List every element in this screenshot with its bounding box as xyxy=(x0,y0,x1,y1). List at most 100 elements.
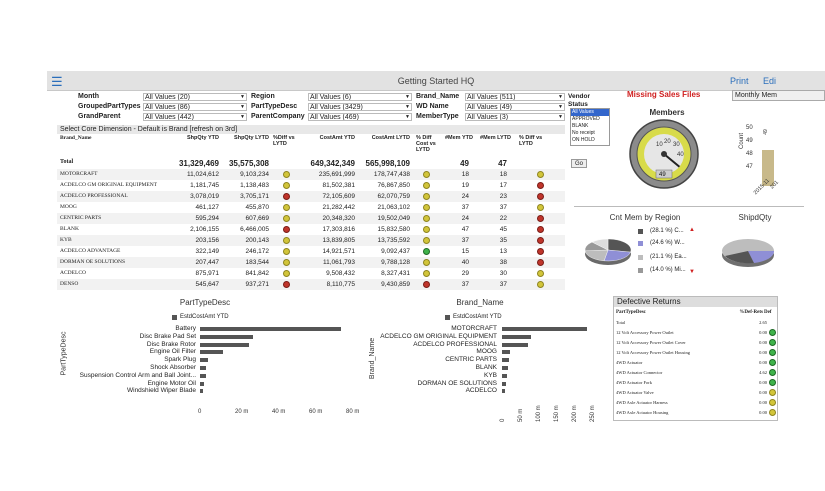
cnt-region-pie[interactable] xyxy=(583,235,633,269)
filter-region-select[interactable]: All Values (6) ▼ xyxy=(308,93,412,101)
missing-sales-files-link[interactable]: Missing Sales Files xyxy=(627,90,701,99)
col-header-costamt-lytd[interactable]: CostAmt LYTD xyxy=(371,135,410,141)
defective-return-row[interactable]: 12 Volt Accessory Power Outlet Cover 0.00 xyxy=(614,338,777,348)
table-cell: 37 xyxy=(461,204,469,211)
filter-parent-company-select[interactable]: All Values (469) ▼ xyxy=(308,113,412,121)
defective-return-row[interactable]: 4WD Actuator Connector 4.62 xyxy=(614,368,777,378)
brand-name-cell[interactable]: ACDELCO GM ORIGINAL EQUIPMENT xyxy=(60,182,158,188)
table-row[interactable]: MOTORCRAFT 11,024,612 9,103,234 235,691,999… xyxy=(57,169,565,180)
col-header-costamt-ytd[interactable]: CostAmt YTD xyxy=(319,135,355,141)
filter-brand-select[interactable]: All Values (511) ▼ xyxy=(465,93,565,101)
status-option[interactable]: No receipt xyxy=(572,130,595,136)
filter-grand-parent-select[interactable]: All Values (442) ▼ xyxy=(143,113,247,121)
brand-name-cell[interactable]: ACDELCO ADVANTAGE xyxy=(60,248,121,254)
brand-name-cell[interactable]: ACDELCO PROFESSIONAL xyxy=(60,193,128,199)
bar[interactable] xyxy=(200,342,249,347)
table-row[interactable]: ACDELCO PROFESSIONAL 3,078,019 3,705,171 72… xyxy=(57,191,565,202)
table-row[interactable]: CENTRIC PARTS 595,294 607,669 20,348,320 19,… xyxy=(57,213,565,224)
status-indicator-icon xyxy=(283,281,290,288)
col-header-mem-ytd[interactable]: #Mem YTD xyxy=(444,135,473,141)
core-dimension-selector[interactable]: Select Core Dimension - Default is Brand… xyxy=(57,125,565,134)
table-row[interactable]: ACDELCO 875,971 841,842 9,508,432 8,327,431 2… xyxy=(57,268,565,279)
vendor-status-listbox[interactable]: All Values APPROVED BLANK No receipt ON … xyxy=(570,108,610,146)
bar[interactable] xyxy=(200,373,206,378)
table-row[interactable]: BLANK 2,106,155 6,466,005 17,303,816 15,832,… xyxy=(57,224,565,235)
defective-return-row[interactable]: 4WD Axle Actuator Harness 0.00 xyxy=(614,398,777,408)
go-button[interactable]: Go xyxy=(571,159,587,168)
bar[interactable] xyxy=(200,389,203,394)
table-cell: 545,647 xyxy=(195,281,220,288)
defective-return-row[interactable]: 12 Volt Accessory Power Outlet 0.00 xyxy=(614,328,777,338)
pie-slice[interactable] xyxy=(591,238,609,251)
col-header-shpqty-ytd[interactable]: ShpQty YTD xyxy=(187,135,219,141)
brand-name-cell[interactable]: ACDELCO xyxy=(60,270,86,276)
edit-link[interactable]: Edi xyxy=(763,76,777,86)
table-row[interactable]: ACDELCO ADVANTAGE 322,149 246,172 14,921,57… xyxy=(57,246,565,257)
bar[interactable] xyxy=(200,327,341,331)
bar[interactable] xyxy=(502,366,509,370)
filter-grouped-part-types-select[interactable]: All Values (86) ▼ xyxy=(143,103,247,111)
bar[interactable] xyxy=(502,334,532,339)
shipdqty-pie[interactable] xyxy=(720,235,775,269)
defective-return-row[interactable]: 4WD Actuator Fork 0.00 xyxy=(614,378,777,388)
x-tick-label: 50 m xyxy=(518,408,524,422)
bar[interactable] xyxy=(200,350,223,355)
bar[interactable] xyxy=(502,381,506,386)
brand-name-cell[interactable]: DORMAN OE SOLUTIONS xyxy=(60,259,126,265)
filter-part-type-desc-select[interactable]: All Values (3429) ▼ xyxy=(308,103,412,111)
col-header-brand[interactable]: Brand_Name xyxy=(60,135,92,141)
legend-swatch xyxy=(638,241,643,246)
filter-month-select[interactable]: All Values (20) ▼ xyxy=(143,93,247,101)
brand-name-cell[interactable]: CENTRIC PARTS xyxy=(60,215,102,221)
defective-return-row[interactable]: Total 2.65 xyxy=(614,318,777,328)
col-header-diff-lytd[interactable]: %Diff vs LYTD xyxy=(273,135,295,147)
pie-slice[interactable] xyxy=(603,249,631,262)
defective-return-row[interactable]: 4WD Actuator 0.00 xyxy=(614,358,777,368)
brand-name-cell[interactable]: DENSO xyxy=(60,281,79,287)
col-header-mem-lytd[interactable]: #Mem LYTD xyxy=(480,135,511,141)
bar[interactable] xyxy=(502,342,528,347)
bar[interactable] xyxy=(200,334,253,339)
table-cell: 15,832,580 xyxy=(377,226,410,233)
col-header-diff-cost[interactable]: % Diff Cost vs LYTD xyxy=(416,135,436,153)
bar[interactable] xyxy=(200,358,208,363)
col-header-diff-mem[interactable]: % Diff vs LYTD xyxy=(519,135,543,147)
legend-scroll-up-icon[interactable]: ▲ xyxy=(689,227,695,233)
bar[interactable] xyxy=(200,366,206,370)
bar[interactable] xyxy=(502,373,507,378)
brand-name-cell[interactable]: KYB xyxy=(60,237,72,243)
status-option[interactable]: ON HOLD xyxy=(572,137,595,143)
status-option[interactable]: APPROVED xyxy=(572,116,600,122)
bar[interactable] xyxy=(502,350,510,355)
brand-name-cell[interactable]: BLANK xyxy=(60,226,79,232)
defective-return-row[interactable]: 4WD Axle Actuator Housing 0.00 xyxy=(614,408,777,418)
bar[interactable] xyxy=(502,327,587,331)
status-indicator-icon xyxy=(423,182,430,189)
col-header-shpqty-lytd[interactable]: ShpQty LYTD xyxy=(234,135,269,141)
pie-slice[interactable] xyxy=(607,238,632,253)
brand-name-cell[interactable]: MOTORCRAFT xyxy=(60,171,98,177)
table-row[interactable]: DORMAN OE SOLUTIONS 207,447 183,544 11,061,… xyxy=(57,257,565,268)
table-row[interactable]: KYB 203,156 200,143 13,839,805 13,735,592 37 3… xyxy=(57,235,565,246)
brand-name-cell[interactable]: MOOG xyxy=(60,204,77,210)
table-row[interactable]: ACDELCO GM ORIGINAL EQUIPMENT 1,181,745 1,… xyxy=(57,180,565,191)
table-row[interactable]: DENSO 545,647 937,271 8,110,775 9,430,859 37 3… xyxy=(57,279,565,290)
bar[interactable] xyxy=(502,358,510,363)
defective-returns-header: PartTypeDesc %Def-Rets Def xyxy=(616,310,772,315)
monthly-members-tab[interactable]: Monthly Mem xyxy=(732,90,825,101)
defective-return-row[interactable]: 4WD Actuator Valve 0.00 xyxy=(614,388,777,398)
status-option[interactable]: All Values xyxy=(571,109,609,116)
defective-return-row[interactable]: 12 Volt Accessory Power Outlet Housing 0.… xyxy=(614,348,777,358)
print-link[interactable]: Print xyxy=(730,76,749,86)
table-cell: 21,063,102 xyxy=(377,204,410,211)
hamburger-menu-icon[interactable]: ☰ xyxy=(51,74,63,89)
bar[interactable] xyxy=(502,389,506,394)
status-option[interactable]: BLANK xyxy=(572,123,589,129)
table-row[interactable]: MOOG 461,127 455,870 21,282,442 21,063,102 37… xyxy=(57,202,565,213)
mini-bar[interactable] xyxy=(762,149,774,186)
brand-chart-title: Brand_Name xyxy=(456,298,504,307)
bar[interactable] xyxy=(200,381,204,386)
filter-member-type-select[interactable]: All Values (3) ▼ xyxy=(465,113,565,121)
legend-scroll-down-icon[interactable]: ▼ xyxy=(689,269,695,275)
filter-wd-name-select[interactable]: All Values (49) ▼ xyxy=(465,103,565,111)
